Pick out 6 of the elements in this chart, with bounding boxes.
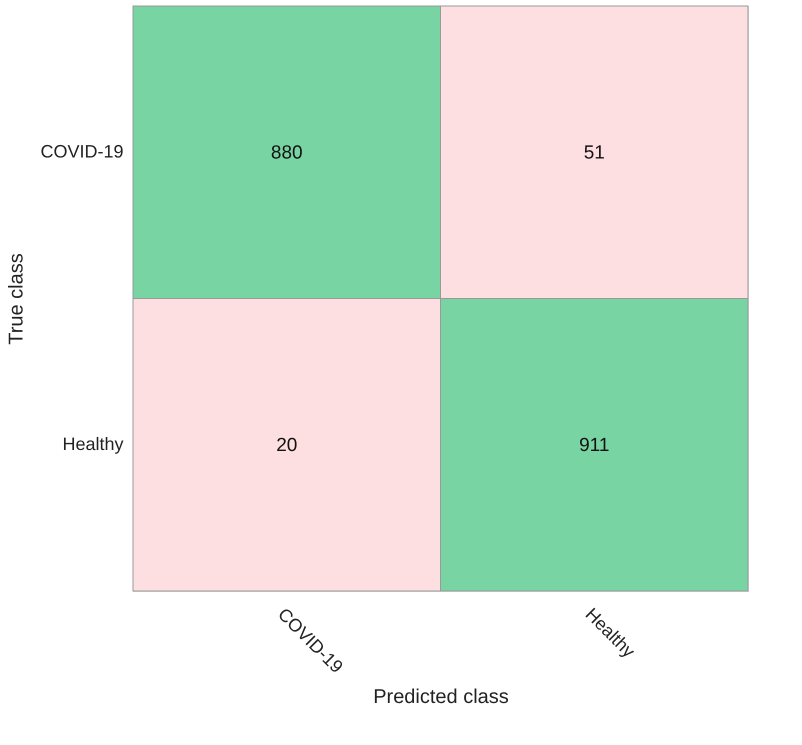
data-label: 911 xyxy=(579,434,610,456)
data-label: 880 xyxy=(270,142,303,164)
y-axis-title: True class xyxy=(5,253,28,345)
data-label: 20 xyxy=(276,434,298,456)
x-axis-title: Predicted class xyxy=(373,686,509,708)
data-label: 51 xyxy=(584,142,605,164)
